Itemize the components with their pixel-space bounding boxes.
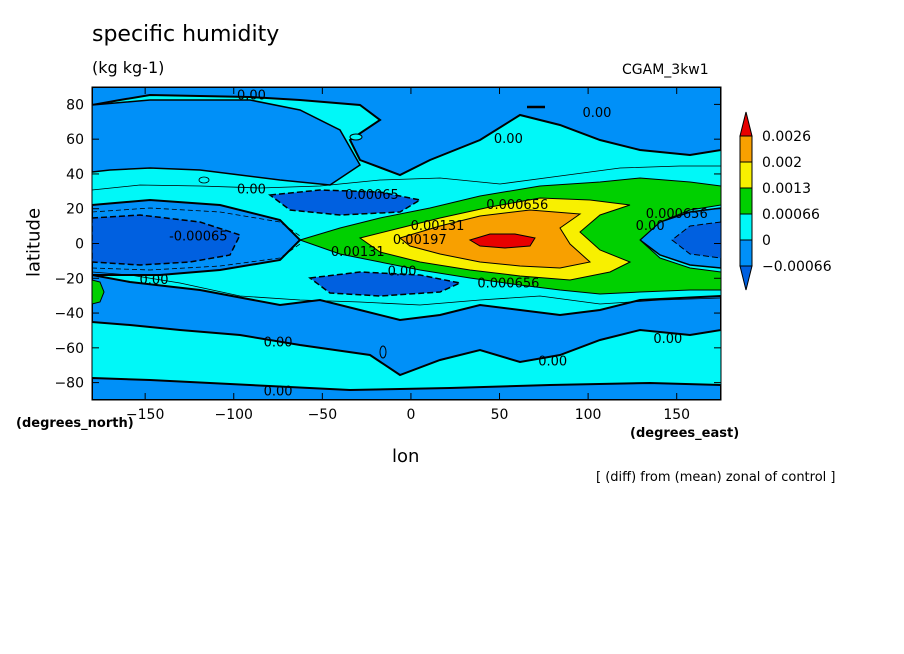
contour-labels: 0.000.000.000.00 0.000650.0006560.0006560…: [140, 89, 708, 400]
y-ticks: −80 −60 −40 −20 0 20 40 60 80: [54, 97, 721, 392]
contour-label: 0.000656: [486, 198, 548, 213]
y-tick-label: 20: [66, 202, 84, 218]
contour-label: 0.00131: [411, 219, 465, 234]
contour-label: 0.00: [582, 106, 611, 121]
y-tick-label: −80: [54, 376, 84, 392]
color-legend: 0.0026 0.002 0.0013 0.00066 0 −0.00066: [739, 111, 832, 291]
x-ticks: −150 −100 −50 0 50 100 150: [126, 87, 690, 423]
dark-core-east: [671, 221, 721, 259]
legend-level-label: 0: [762, 233, 771, 249]
contour-label: 0.00: [140, 273, 169, 288]
x-tick-label: 100: [575, 407, 602, 423]
legend-swatch: [739, 161, 753, 189]
dark-core-west: [92, 214, 242, 266]
dashed-contour-south: [92, 243, 301, 271]
contour-label: 0.00: [237, 89, 266, 104]
small-island-feature: [349, 133, 363, 141]
x-tick-label: −150: [126, 407, 164, 423]
neg-region-south: [92, 273, 721, 377]
contour-label: 0.00: [494, 132, 523, 147]
contour-label: 0.00065: [345, 188, 399, 203]
x-tick-label: 50: [491, 407, 509, 423]
legend-arrow-top: [739, 111, 753, 137]
small-south-feature: [379, 345, 387, 359]
y-tick-label: 60: [66, 132, 84, 148]
contour-label: 0.00: [653, 332, 682, 347]
y-tick-label: −40: [54, 306, 84, 322]
y-tick-label: 0: [75, 237, 84, 253]
contour-label: 0.00131: [331, 245, 385, 260]
contour-label: 0.00: [264, 336, 293, 351]
x-tick-label: 150: [663, 407, 690, 423]
x-tick-label: 0: [406, 407, 415, 423]
dark-core-north: [268, 189, 423, 216]
contour-field: [92, 87, 721, 400]
y-tick-label: −60: [54, 341, 84, 357]
legend-level-label: 0.0013: [762, 181, 811, 197]
chart-title: specific humidity: [92, 22, 280, 47]
pos-band-green-west: [92, 279, 105, 305]
y-tick-label: 80: [66, 97, 84, 113]
y-axis-units: (degrees_north): [16, 416, 134, 431]
run-label: CGAM_3kw1: [622, 62, 709, 78]
legend-level-label: 0.002: [762, 155, 802, 171]
neg-region-south-pole: [92, 376, 721, 400]
legend-swatch: [739, 135, 753, 163]
neg-region-north: [92, 87, 721, 177]
legend-swatch: [739, 213, 753, 241]
legend-level-label: 0.0026: [762, 129, 811, 145]
dark-core-south: [308, 271, 463, 297]
x-axis-units: (degrees_east): [630, 426, 740, 441]
footnote: [ (diff) from (mean) zonal of control ]: [596, 470, 836, 485]
contour-label: 0.00: [388, 264, 417, 279]
pos-core-red: [468, 233, 536, 249]
x-tick-label: −100: [215, 407, 253, 423]
contour-label: 0.000656: [646, 207, 708, 222]
y-tick-label: −20: [54, 271, 84, 287]
legend-arrow-bottom: [739, 265, 753, 291]
contour-label: 0.00: [264, 384, 293, 399]
thin-contour-south: [92, 271, 721, 306]
contour-label: -0.00065: [169, 230, 227, 245]
contour-label: 0.00: [237, 183, 266, 198]
legend-swatch: [739, 187, 753, 215]
y-tick-label: 40: [66, 167, 84, 183]
legend-level-label: −0.00066: [762, 259, 832, 275]
dashed-contour-north: [92, 207, 301, 237]
chart-units: (kg kg-1): [92, 58, 165, 77]
thin-contour-north: [92, 165, 721, 191]
x-tick-label: −50: [308, 407, 338, 423]
x-axis-label: lon: [392, 446, 420, 467]
legend-swatch: [739, 239, 753, 267]
neg-region-north-sub: [92, 99, 361, 186]
contour-label: 0.00: [636, 219, 665, 234]
contour-label: 0.00197: [393, 233, 447, 248]
legend-level-label: 0.00066: [762, 207, 820, 223]
contour-label: 0.000656: [477, 276, 539, 291]
small-closed-contour: [198, 176, 210, 184]
contour-label: 0.00: [538, 355, 567, 370]
